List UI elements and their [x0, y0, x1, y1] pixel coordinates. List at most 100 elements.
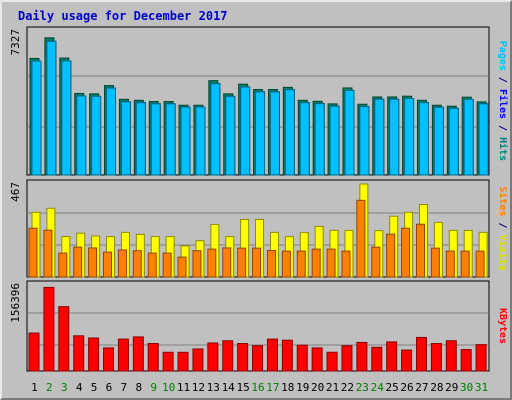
bar-kbytes-day-2: [43, 286, 55, 372]
bar-pages-day-11: [180, 106, 191, 176]
day-label-7: 7: [121, 381, 128, 394]
bar-sites-day-13: [207, 248, 217, 278]
bar-pages-day-2: [46, 40, 57, 176]
day-label-28: 28: [430, 381, 443, 394]
bar-sites-day-23: [356, 199, 366, 278]
bar-kbytes-day-9: [147, 343, 159, 372]
bar-pages-day-26: [404, 98, 415, 176]
bar-kbytes-day-18: [281, 339, 293, 372]
bar-kbytes-day-29: [445, 340, 457, 372]
bar-pages-day-30: [463, 99, 474, 176]
side-axis-label: Sites / Visits: [497, 186, 509, 270]
day-label-19: 19: [296, 381, 309, 394]
day-label-23: 23: [356, 381, 369, 394]
bar-sites-day-29: [445, 250, 455, 278]
day-label-25: 25: [386, 381, 399, 394]
bar-pages-day-20: [314, 103, 325, 176]
bar-sites-day-21: [326, 248, 336, 278]
bar-sites-day-19: [296, 250, 306, 278]
bar-sites-day-11: [177, 256, 187, 278]
bar-sites-day-30: [460, 250, 470, 278]
bar-pages-day-25: [389, 98, 400, 176]
bar-pages-day-9: [150, 103, 161, 176]
day-label-1: 1: [31, 381, 38, 394]
bar-sites-day-2: [43, 229, 53, 278]
panels: 7327 Pages / Files / Hits 467 Sites / Visit…: [9, 26, 509, 372]
side-axis-label: KBytes: [497, 308, 508, 344]
bar-kbytes-day-12: [192, 348, 204, 372]
bar-kbytes-day-30: [460, 349, 472, 372]
bar-kbytes-day-3: [58, 306, 70, 372]
bar-pages-day-6: [106, 87, 117, 176]
bar-pages-day-1: [31, 60, 42, 176]
day-label-8: 8: [135, 381, 142, 394]
ymax-label: 156396: [9, 283, 22, 323]
bar-kbytes-day-5: [88, 337, 100, 372]
bar-kbytes-day-19: [296, 344, 308, 372]
bar-kbytes-day-14: [222, 340, 234, 372]
bar-pages-day-3: [61, 60, 72, 176]
side-label-part: /: [497, 119, 508, 137]
day-labels: 1 2 3 4 5 6 7 8 9 10 11 12 13 14 15 16 17 18 19 20 21 22 23 24 2…: [31, 381, 488, 394]
ymax-label: 467: [9, 182, 22, 202]
side-label-part: /: [497, 216, 508, 234]
day-label-21: 21: [326, 381, 339, 394]
bar-sites-day-18: [281, 250, 291, 278]
day-label-22: 22: [341, 381, 354, 394]
panel-2: 467 Sites / Visits: [9, 179, 509, 278]
day-label-5: 5: [91, 381, 98, 394]
bar-kbytes-day-24: [371, 346, 383, 372]
bar-sites-day-20: [311, 248, 321, 278]
day-label-18: 18: [281, 381, 294, 394]
day-label-12: 12: [192, 381, 205, 394]
bar-sites-day-4: [73, 246, 83, 278]
bar-sites-day-12: [192, 250, 202, 278]
bar-kbytes-day-27: [415, 336, 427, 372]
bar-pages-day-12: [195, 106, 206, 176]
bar-sites-day-27: [415, 223, 425, 278]
bar-sites-day-25: [386, 233, 396, 278]
day-label-27: 27: [415, 381, 428, 394]
bar-sites-day-9: [147, 252, 157, 278]
bar-pages-day-7: [120, 101, 131, 176]
day-label-20: 20: [311, 381, 324, 394]
bar-pages-day-14: [225, 95, 236, 176]
bar-sites-day-15: [237, 247, 247, 278]
bar-kbytes-day-15: [237, 343, 249, 372]
day-label-26: 26: [400, 381, 413, 394]
side-label-part: Pages: [497, 41, 508, 71]
day-label-14: 14: [222, 381, 236, 394]
ymax-label: 7327: [9, 29, 22, 56]
bar-pages-day-17: [269, 91, 280, 176]
day-label-10: 10: [162, 381, 175, 394]
bar-sites-day-22: [341, 250, 351, 278]
day-label-31: 31: [475, 381, 488, 394]
bar-pages-day-4: [76, 95, 87, 176]
day-label-13: 13: [207, 381, 220, 394]
bar-pages-day-5: [91, 95, 102, 176]
bar-kbytes-day-8: [132, 336, 144, 372]
bar-kbytes-day-21: [326, 351, 338, 372]
bar-pages-day-24: [374, 98, 385, 176]
day-label-4: 4: [76, 381, 83, 394]
bar-kbytes-day-13: [207, 342, 219, 372]
day-label-11: 11: [177, 381, 190, 394]
day-label-15: 15: [236, 381, 249, 394]
bar-pages-day-8: [135, 102, 146, 176]
day-label-6: 6: [106, 381, 113, 394]
side-label-part: Files: [497, 89, 509, 119]
day-label-16: 16: [251, 381, 264, 394]
bar-kbytes-day-1: [28, 332, 40, 372]
bar-sites-day-1: [28, 227, 38, 278]
day-label-24: 24: [371, 381, 385, 394]
bar-sites-day-8: [132, 250, 142, 278]
bar-kbytes-day-23: [356, 341, 368, 372]
bar-sites-day-24: [371, 246, 381, 278]
bar-kbytes-day-31: [475, 344, 487, 372]
bar-sites-day-31: [475, 250, 485, 278]
side-label-part: KBytes: [497, 308, 508, 344]
bar-pages-day-18: [284, 89, 295, 176]
day-label-17: 17: [266, 381, 279, 394]
bar-sites-day-17: [266, 250, 276, 278]
